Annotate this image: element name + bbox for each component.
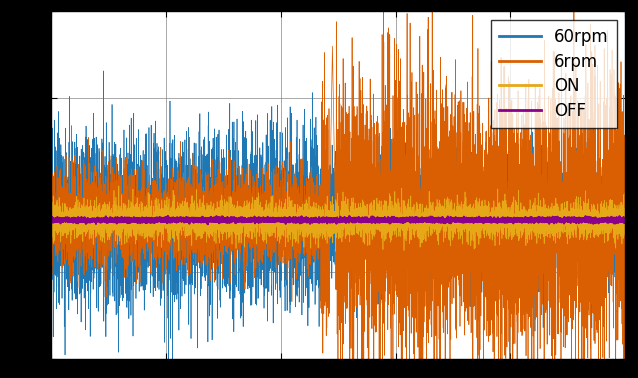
OFF [473, 216, 480, 221]
6rpm [473, 318, 480, 322]
ON [473, 217, 480, 222]
6rpm [503, 225, 511, 229]
60rpm [503, 193, 511, 198]
Line: 60rpm: 60rpm [51, 71, 625, 378]
Legend: 60rpm, 6rpm, ON, OFF: 60rpm, 6rpm, ON, OFF [491, 20, 617, 129]
ON [255, 213, 263, 217]
6rpm [47, 225, 55, 230]
OFF [345, 214, 353, 218]
60rpm [165, 376, 172, 378]
60rpm [255, 204, 263, 208]
Line: ON: ON [51, 182, 625, 251]
Line: 6rpm: 6rpm [51, 0, 625, 378]
ON [47, 215, 55, 220]
OFF [621, 218, 629, 223]
6rpm [412, 218, 420, 223]
60rpm [473, 175, 480, 180]
OFF [76, 216, 84, 220]
ON [621, 219, 629, 224]
6rpm [255, 194, 263, 198]
ON [387, 224, 395, 228]
OFF [387, 218, 395, 222]
60rpm [76, 238, 84, 243]
ON [284, 180, 292, 184]
60rpm [100, 69, 107, 73]
Line: OFF: OFF [51, 216, 625, 224]
60rpm [412, 230, 420, 235]
OFF [412, 217, 420, 221]
ON [332, 249, 339, 254]
ON [412, 214, 420, 219]
6rpm [76, 240, 84, 245]
ON [76, 208, 84, 212]
60rpm [621, 183, 629, 188]
OFF [255, 218, 263, 223]
6rpm [621, 235, 629, 240]
60rpm [387, 223, 395, 228]
ON [503, 217, 511, 221]
6rpm [387, 273, 395, 278]
OFF [47, 220, 55, 225]
OFF [204, 222, 212, 226]
60rpm [47, 263, 55, 268]
OFF [503, 219, 511, 224]
